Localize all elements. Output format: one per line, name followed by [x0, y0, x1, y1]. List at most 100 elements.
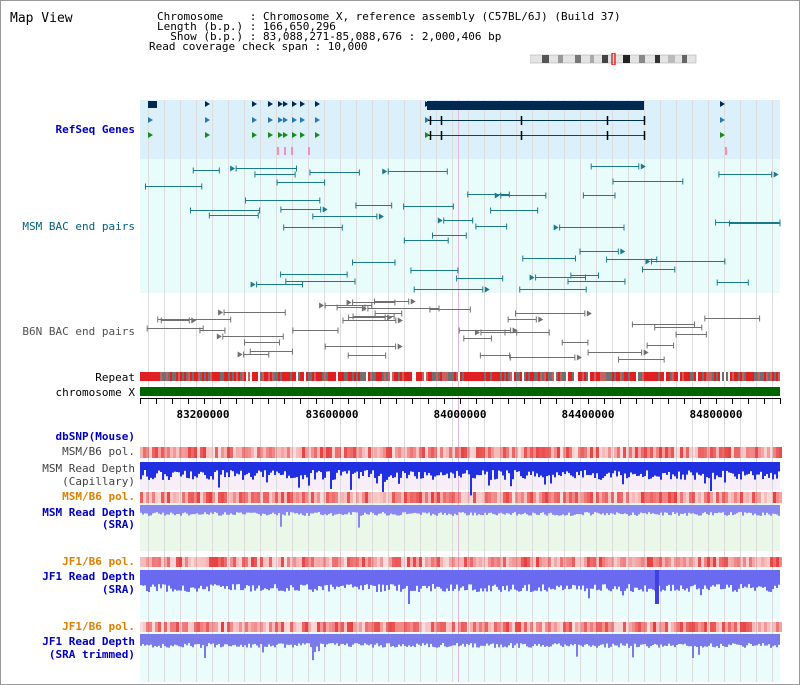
track-label-jf1-b6-pol-trimmed[interactable]: JF1/B6 pol. — [62, 620, 135, 633]
msm-sra-depth-bar — [252, 505, 254, 513]
msm-capillary-depth-bar — [604, 462, 606, 477]
jf1-b6-pol-trim-heat — [152, 622, 155, 632]
jf1-trim-depth-bar — [152, 634, 154, 648]
repeat-segment — [742, 372, 744, 381]
msm-capillary-depth-bar — [212, 462, 214, 480]
jf1-trim-depth-bar — [696, 634, 698, 647]
track-label-jf1-read-depth-sra[interactable]: JF1 Read Depth — [42, 570, 135, 583]
track-label-dbsnp[interactable]: dbSNP(Mouse) — [55, 430, 135, 443]
chromosome-bar[interactable] — [140, 387, 780, 396]
jf1-sra-depth-bar — [708, 570, 710, 591]
jf1-b6-pol-trim-heat — [773, 622, 776, 632]
jf1-b6-pol-trim-heat — [293, 622, 296, 632]
jf1-trim-depth-bar — [206, 634, 208, 647]
jf1-trim-depth-bar — [432, 634, 434, 647]
msm-b6-pol-heat — [536, 447, 539, 458]
repeat-segment — [268, 372, 270, 381]
jf1-b6-pol-heat — [389, 557, 392, 567]
jf1-sra-depth-bar — [576, 570, 578, 590]
track-label-refseq-genes[interactable]: RefSeq Genes — [55, 123, 135, 136]
msm-b6-pol-sra-heat — [152, 492, 155, 503]
repeat-segment — [294, 372, 296, 381]
jf1-sra-depth-bar — [346, 570, 348, 585]
msm-b6-pol-sra-heat — [158, 492, 161, 503]
repeat-segment — [690, 372, 692, 381]
msm-sra-depth-bar — [510, 505, 512, 515]
jf1-trim-depth-bar — [670, 634, 672, 646]
track-label-jf1-b6-pol[interactable]: JF1/B6 pol. — [62, 555, 135, 568]
jf1-trim-depth-bar — [150, 634, 152, 645]
repeat-segment — [616, 372, 618, 381]
repeat-segment — [276, 372, 278, 381]
track-label-msm-b6-pol-sra[interactable]: MSM/B6 pol. — [62, 490, 135, 503]
jf1-b6-pol-heat — [245, 557, 248, 567]
track-label-msm-read-depth-capillary[interactable]: MSM Read Depth — [42, 462, 135, 475]
msm-b6-pol-sra-heat — [686, 492, 689, 503]
jf1-sra-depth-bar — [554, 570, 556, 590]
jf1-sra-depth-bar — [552, 570, 554, 589]
msm-capillary-depth-bar — [528, 462, 530, 472]
msm-capillary-depth-bar — [534, 462, 536, 477]
msm-b6-pol-sra-heat — [338, 492, 341, 503]
repeat-segment — [498, 372, 500, 381]
msm-b6-pol-heat — [743, 447, 746, 458]
jf1-trim-depth-bar — [600, 634, 602, 645]
track-label-msm-bac-end-pairs[interactable]: MSM BAC end pairs — [22, 220, 135, 233]
msm-sra-depth-bar — [712, 505, 714, 516]
msm-b6-pol-sra-heat — [236, 492, 239, 503]
msm-b6-pol-sra-heat — [161, 492, 164, 503]
jf1-sra-depth-bar — [218, 570, 220, 586]
jf1-sra-depth-bar — [446, 570, 448, 589]
msm-b6-pol-heat — [689, 447, 692, 458]
msm-bac-pair-arrow — [773, 171, 779, 178]
msm-sra-depth-bar — [190, 505, 192, 515]
gene-arrow — [720, 132, 725, 138]
jf1-b6-pol-heat — [752, 557, 755, 567]
jf1-trim-depth-bar — [598, 634, 600, 646]
jf1-trim-depth-bar — [404, 634, 406, 646]
msm-capillary-depth-bar — [744, 462, 746, 476]
jf1-trim-depth-bar — [676, 634, 678, 645]
gene-arrow — [252, 117, 257, 123]
jf1-trim-depth-bar — [320, 634, 322, 644]
msm-b6-pol-sra-heat — [605, 492, 608, 503]
jf1-sra-depth-bar — [336, 570, 338, 587]
track-label-msm-b6-pol[interactable]: MSM/B6 pol. — [62, 445, 135, 458]
jf1-b6-pol-trim-heat — [299, 622, 302, 632]
jf1-b6-pol-trim-heat — [155, 622, 158, 632]
msm-b6-pol-heat — [446, 447, 449, 458]
msm-b6-pol-heat — [710, 447, 713, 458]
track-label-jf1-read-depth-trimmed[interactable]: JF1 Read Depth — [42, 635, 135, 648]
msm-b6-pol-sra-heat — [380, 492, 383, 503]
repeat-segment — [738, 372, 740, 381]
msm-sra-depth-bar — [250, 505, 252, 513]
repeat-segment — [514, 372, 516, 381]
jf1-sra-depth-bar — [696, 570, 698, 590]
msm-b6-pol-heat — [179, 447, 182, 458]
jf1-sra-depth-bar — [766, 570, 768, 591]
msm-b6-pol-sra-heat — [680, 492, 683, 503]
repeat-segment — [768, 372, 770, 381]
repeat-segment — [250, 372, 252, 381]
track-label-msm-read-depth-sra[interactable]: MSM Read Depth — [42, 506, 135, 519]
msm-sra-depth-bar — [728, 505, 730, 515]
msm-sra-depth-bar — [156, 505, 158, 513]
repeat-segment — [324, 372, 326, 381]
msm-b6-pol-sra-heat — [146, 492, 149, 503]
jf1-sra-depth-bar — [628, 570, 630, 585]
jf1-b6-pol-heat — [623, 557, 626, 567]
jf1-b6-pol-trim-heat — [467, 622, 470, 632]
repeat-segment — [246, 372, 248, 381]
jf1-b6-pol-heat — [647, 557, 650, 567]
msm-b6-pol-sra-heat — [707, 492, 710, 503]
msm-capillary-depth-bar — [378, 462, 380, 477]
repeat-segment — [194, 372, 196, 381]
track-label-b6n-bac-end-pairs[interactable]: B6N BAC end pairs — [22, 325, 135, 338]
b6n-bac-pair-arrow — [576, 354, 582, 361]
msm-sra-depth-bar — [202, 505, 204, 515]
repeat-segment — [186, 372, 188, 381]
chromosome-ideogram[interactable] — [530, 53, 698, 65]
jf1-trim-depth-bar — [522, 634, 524, 645]
msm-capillary-depth-bar — [696, 462, 698, 473]
